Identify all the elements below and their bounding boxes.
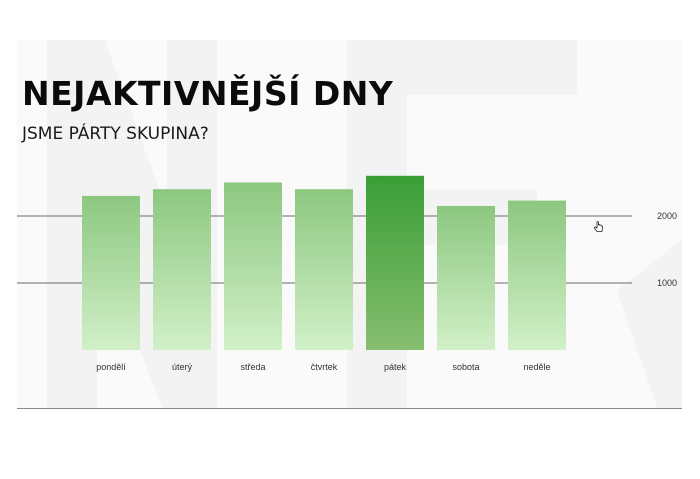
bar-čtvrtek[interactable] <box>295 189 353 350</box>
x-category-label: pátek <box>384 362 407 372</box>
x-category-label: čtvrtek <box>311 362 338 372</box>
page-title: NEJAKTIVNĚJŠÍ DNY <box>22 74 394 113</box>
slide-panel: NEJAKTIVNĚJŠÍ DNY JSME PÁRTY SKUPINA? 10… <box>17 40 682 408</box>
x-category-label: úterý <box>172 362 193 372</box>
x-category-label: sobota <box>452 362 479 372</box>
x-category-label: pondělí <box>96 362 126 372</box>
x-category-label: středa <box>240 362 265 372</box>
bar-chart: 1000 2000 pondělí úterý středa čtvrtek pátek so… <box>17 175 677 372</box>
bottom-divider <box>17 408 682 409</box>
bar-středa[interactable] <box>224 182 282 351</box>
hand-pointer-icon <box>594 221 604 232</box>
y-tick-label: 2000 <box>657 211 677 221</box>
x-category-label: neděle <box>523 362 550 372</box>
bar-sobota[interactable] <box>437 205 495 350</box>
bar-pondělí[interactable] <box>82 195 140 350</box>
bar-neděle[interactable] <box>508 200 566 350</box>
bar-pátek[interactable] <box>366 175 424 350</box>
y-tick-label: 1000 <box>657 278 677 288</box>
page-subtitle: JSME PÁRTY SKUPINA? <box>22 124 209 144</box>
bar-úterý[interactable] <box>153 189 211 350</box>
